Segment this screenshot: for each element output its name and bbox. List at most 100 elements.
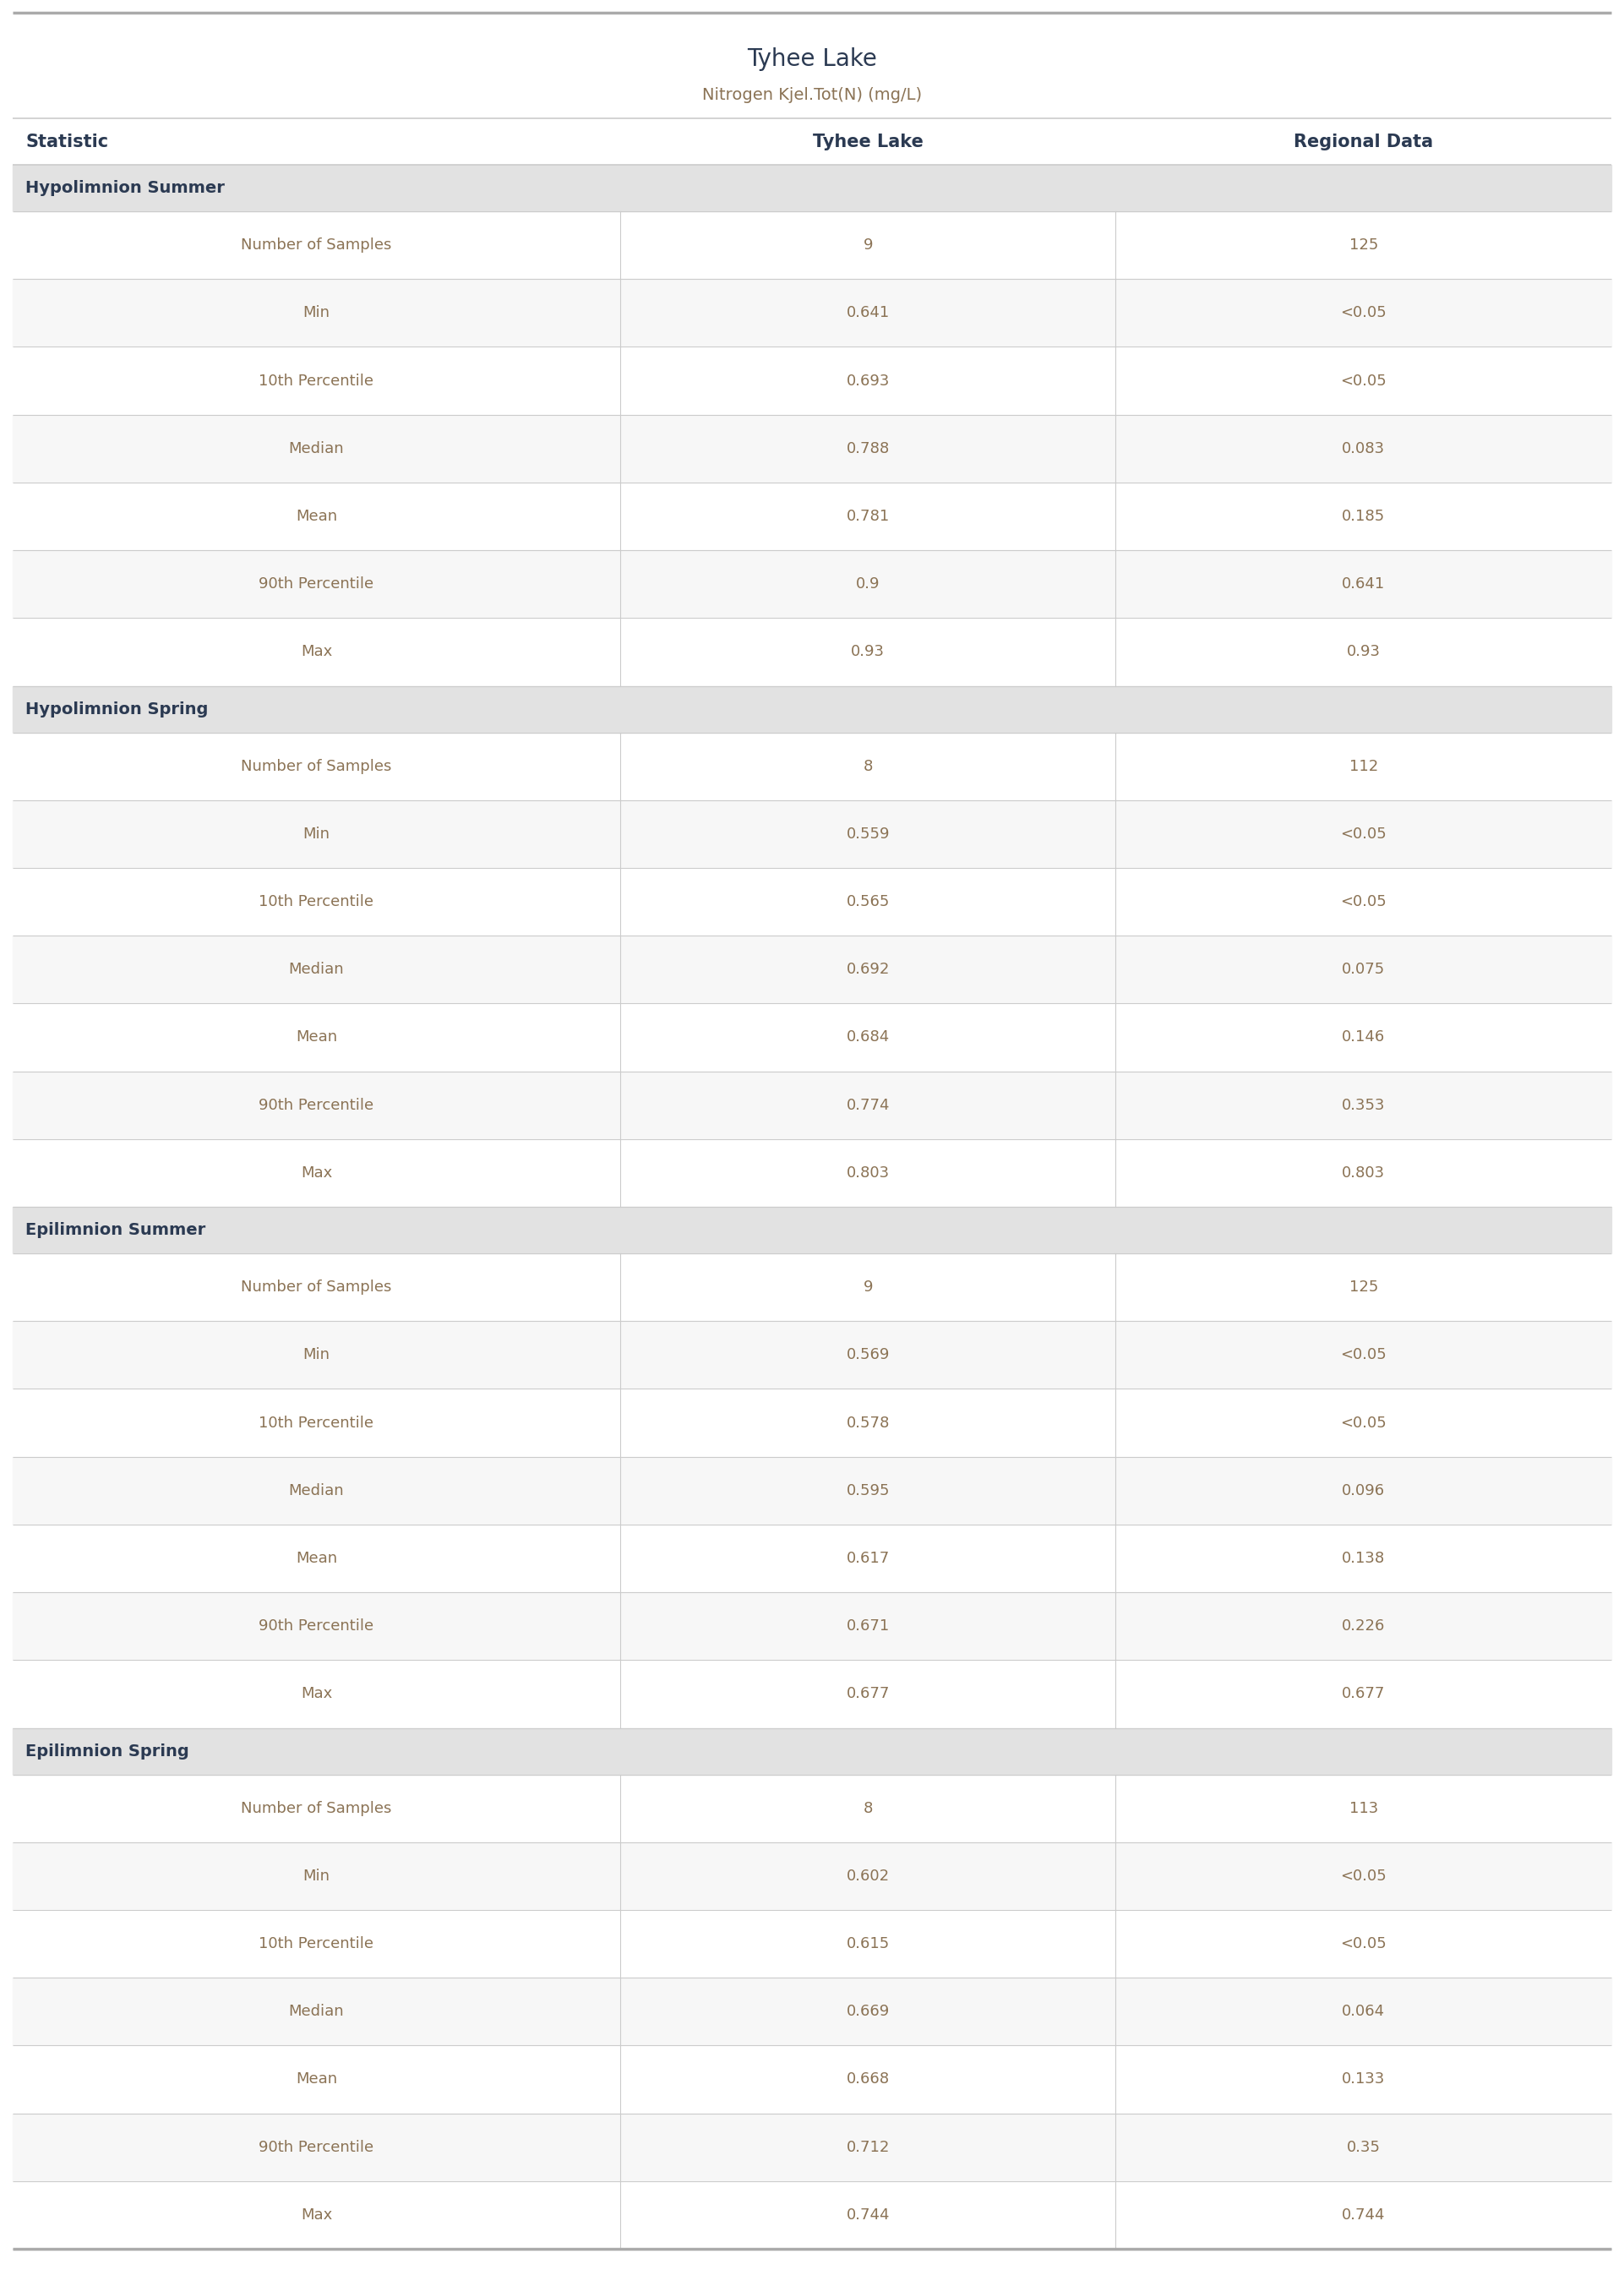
Text: 0.353: 0.353 [1341,1096,1385,1112]
Text: 0.075: 0.075 [1341,962,1385,976]
Text: 0.803: 0.803 [846,1165,890,1180]
Bar [13,1071,1611,1140]
Bar [13,166,1611,211]
Text: 90th Percentile: 90th Percentile [258,2141,374,2154]
Text: 0.226: 0.226 [1341,1619,1385,1634]
Text: Median: Median [289,962,344,976]
Text: Tyhee Lake: Tyhee Lake [747,48,877,70]
Text: Epilimnion Summer: Epilimnion Summer [26,1221,206,1237]
Bar [13,867,1611,935]
Bar [13,2113,1611,2181]
Text: Epilimnion Spring: Epilimnion Spring [26,1743,188,1759]
Text: 0.146: 0.146 [1341,1031,1385,1044]
Text: 0.602: 0.602 [846,1868,890,1884]
Text: 0.677: 0.677 [846,1687,890,1702]
Text: 0.93: 0.93 [1346,645,1380,661]
Text: Hypolimnion Spring: Hypolimnion Spring [26,701,208,717]
Text: Min: Min [304,1348,330,1362]
Text: 90th Percentile: 90th Percentile [258,1619,374,1634]
Text: Max: Max [300,1687,333,1702]
Bar [13,1389,1611,1457]
Text: <0.05: <0.05 [1340,1868,1387,1884]
Bar [13,733,1611,799]
Bar [13,1775,1611,1843]
Bar [13,484,1611,549]
Text: 8: 8 [862,1800,872,1816]
Text: Min: Min [304,1868,330,1884]
Text: 0.617: 0.617 [846,1550,890,1566]
Text: 10th Percentile: 10th Percentile [258,894,374,910]
Text: 10th Percentile: 10th Percentile [258,1936,374,1952]
Text: <0.05: <0.05 [1340,1936,1387,1952]
Text: 125: 125 [1350,1280,1379,1294]
Text: 0.788: 0.788 [846,440,890,456]
Text: 113: 113 [1350,1800,1379,1816]
Text: Max: Max [300,645,333,661]
Text: 112: 112 [1350,758,1379,774]
Text: 0.692: 0.692 [846,962,890,976]
Text: 0.803: 0.803 [1341,1165,1385,1180]
Text: 0.774: 0.774 [846,1096,890,1112]
Text: Statistic: Statistic [26,134,109,150]
Text: <0.05: <0.05 [1340,826,1387,842]
Text: Max: Max [300,1165,333,1180]
Bar [13,347,1611,415]
Text: 0.133: 0.133 [1341,2073,1385,2086]
Text: Median: Median [289,2004,344,2020]
Text: 0.744: 0.744 [846,2206,890,2222]
Text: Number of Samples: Number of Samples [240,758,391,774]
Text: <0.05: <0.05 [1340,1414,1387,1430]
Text: 90th Percentile: 90th Percentile [258,1096,374,1112]
Text: Max: Max [300,2206,333,2222]
Text: <0.05: <0.05 [1340,372,1387,388]
Text: 0.615: 0.615 [846,1936,890,1952]
Text: Median: Median [289,1482,344,1498]
Text: <0.05: <0.05 [1340,1348,1387,1362]
Text: 10th Percentile: 10th Percentile [258,1414,374,1430]
Bar [13,1977,1611,2045]
Text: 0.93: 0.93 [851,645,885,661]
Text: 0.559: 0.559 [846,826,890,842]
Text: 9: 9 [862,238,872,252]
Text: 0.569: 0.569 [846,1348,890,1362]
Text: 0.668: 0.668 [846,2073,890,2086]
Text: Nitrogen Kjel.Tot(N) (mg/L): Nitrogen Kjel.Tot(N) (mg/L) [702,86,922,102]
Bar [13,549,1611,617]
Bar [13,1843,1611,1909]
Text: Hypolimnion Summer: Hypolimnion Summer [26,179,224,195]
Text: 0.669: 0.669 [846,2004,890,2020]
Text: 0.712: 0.712 [846,2141,890,2154]
Bar [13,686,1611,733]
Text: Min: Min [304,826,330,842]
Bar [13,1253,1611,1321]
Text: 90th Percentile: 90th Percentile [258,577,374,592]
Bar [13,1003,1611,1071]
Bar [13,1457,1611,1525]
Text: 0.064: 0.064 [1341,2004,1385,2020]
Text: 10th Percentile: 10th Percentile [258,372,374,388]
Text: Mean: Mean [296,1550,338,1566]
Text: Median: Median [289,440,344,456]
Text: Mean: Mean [296,508,338,524]
Bar [13,1659,1611,1727]
Text: 0.185: 0.185 [1341,508,1385,524]
Text: Number of Samples: Number of Samples [240,1280,391,1294]
Text: 0.138: 0.138 [1341,1550,1385,1566]
Bar [13,2181,1611,2250]
Bar [13,1591,1611,1659]
Bar [13,211,1611,279]
Text: 0.35: 0.35 [1346,2141,1380,2154]
Text: 0.578: 0.578 [846,1414,890,1430]
Text: Mean: Mean [296,2073,338,2086]
Bar [13,617,1611,686]
Text: Min: Min [304,306,330,320]
Text: Number of Samples: Number of Samples [240,238,391,252]
Text: 0.693: 0.693 [846,372,890,388]
Bar [13,799,1611,867]
Text: 0.677: 0.677 [1341,1687,1385,1702]
Bar [13,118,1611,166]
Text: 0.684: 0.684 [846,1031,890,1044]
Text: <0.05: <0.05 [1340,306,1387,320]
Text: 0.671: 0.671 [846,1619,890,1634]
Text: <0.05: <0.05 [1340,894,1387,910]
